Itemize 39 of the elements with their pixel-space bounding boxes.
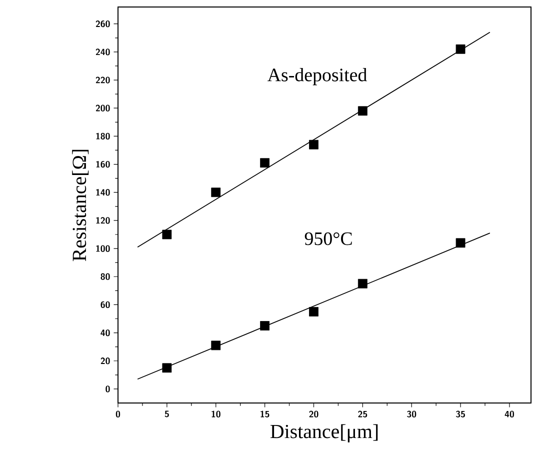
y-tick-label: 40 [100,329,110,336]
x-tick-label: 0 [116,410,120,418]
x-tick-label: 40 [504,410,514,418]
y-axis-title: Resistance[Ω] [72,150,89,262]
point [162,230,172,240]
point [358,278,368,288]
x-tick-label: 35 [456,410,465,418]
x-tick-label: 5 [164,410,169,418]
x-tick-label: 10 [212,410,220,418]
point [456,44,466,54]
point [456,238,466,248]
point [309,307,318,316]
y-tick-label: 220 [96,76,110,84]
series-label: 950°C [304,232,352,246]
x-tick-label: 15 [260,410,270,418]
y-tick-label: 20 [100,358,110,364]
y-tick-label: 100 [96,245,110,252]
y-tick-label: 180 [96,132,110,140]
point [211,188,221,198]
y-tick-label: 120 [96,217,110,224]
point [260,158,270,168]
x-tick-label: 25 [358,410,368,418]
point [162,363,172,373]
point [358,106,368,116]
y-tick-label: 80 [100,273,110,280]
y-tick-label: 240 [96,48,110,56]
x-tick-label: 30 [407,410,416,418]
y-tick-label: 140 [96,189,110,196]
point [260,321,270,330]
y-tick-label: 0 [106,386,110,392]
series-label: As-deposited [268,68,367,86]
y-tick-label: 200 [96,104,110,112]
y-tick-label: 160 [96,160,110,168]
point [309,140,318,150]
y-tick-label: 60 [100,301,110,308]
y-tick-label: 260 [96,20,110,28]
x-tick-label: 20 [309,410,318,418]
x-axis-title: Distance[μm] [270,424,378,442]
point [211,340,221,350]
